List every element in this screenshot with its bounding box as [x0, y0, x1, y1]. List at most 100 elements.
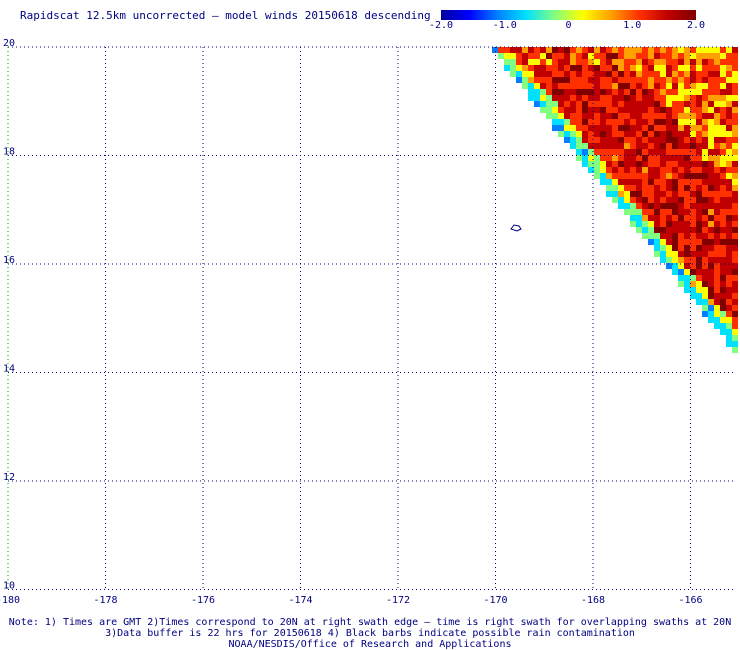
wind-cell: [690, 281, 696, 287]
wind-cell: [720, 125, 726, 131]
wind-cell: [672, 215, 678, 221]
color-bar-label: 1.0: [623, 20, 642, 31]
wind-cell: [732, 155, 738, 161]
wind-cell: [666, 83, 672, 89]
wind-cell: [618, 125, 624, 131]
wind-cell: [588, 101, 594, 107]
wind-cell: [696, 239, 702, 245]
wind-cell: [732, 299, 738, 305]
wind-cell: [606, 59, 612, 65]
wind-cell: [714, 77, 720, 83]
wind-cell: [594, 119, 600, 125]
wind-cell: [654, 77, 660, 83]
wind-cell: [624, 185, 630, 191]
wind-cell: [582, 107, 588, 113]
wind-cell: [672, 101, 678, 107]
wind-cell: [666, 251, 672, 257]
wind-cell: [726, 47, 732, 53]
latitude-label: 18: [3, 147, 15, 158]
wind-cell: [642, 143, 648, 149]
wind-cell: [732, 95, 738, 101]
wind-cell: [606, 179, 612, 185]
wind-cell: [702, 203, 708, 209]
wind-cell: [714, 221, 720, 227]
wind-cell: [606, 143, 612, 149]
wind-cell: [540, 107, 546, 113]
wind-cell: [594, 143, 600, 149]
wind-cell: [588, 77, 594, 83]
wind-cell: [708, 95, 714, 101]
wind-cell: [732, 89, 738, 95]
wind-cell: [690, 137, 696, 143]
wind-cell: [642, 53, 648, 59]
wind-cell: [558, 119, 564, 125]
wind-cell: [618, 155, 624, 161]
wind-cell: [576, 125, 582, 131]
wind-cell: [690, 179, 696, 185]
wind-cell: [660, 77, 666, 83]
wind-cell: [654, 107, 660, 113]
wind-cell: [708, 227, 714, 233]
wind-cell: [540, 95, 546, 101]
wind-cell: [732, 347, 738, 353]
wind-cell: [690, 107, 696, 113]
wind-cell: [726, 335, 732, 341]
wind-cell: [708, 83, 714, 89]
wind-cell: [666, 197, 672, 203]
wind-cell: [684, 47, 690, 53]
wind-cell: [732, 245, 738, 251]
wind-cell: [720, 257, 726, 263]
wind-cell: [594, 83, 600, 89]
wind-cell: [678, 83, 684, 89]
wind-cell: [648, 101, 654, 107]
wind-cell: [732, 53, 738, 59]
wind-cell: [648, 215, 654, 221]
wind-cell: [702, 287, 708, 293]
wind-cell: [708, 143, 714, 149]
wind-cell: [702, 161, 708, 167]
wind-cell: [606, 125, 612, 131]
wind-cell: [672, 137, 678, 143]
wind-cell: [570, 95, 576, 101]
wind-cell: [726, 293, 732, 299]
wind-cell: [714, 245, 720, 251]
wind-cell: [678, 173, 684, 179]
wind-cell: [690, 77, 696, 83]
wind-cell: [732, 101, 738, 107]
wind-cell: [636, 215, 642, 221]
wind-cell: [642, 59, 648, 65]
wind-cell: [666, 71, 672, 77]
wind-cell: [666, 257, 672, 263]
wind-cell: [570, 131, 576, 137]
wind-cell: [732, 143, 738, 149]
wind-cell: [714, 89, 720, 95]
wind-cell: [732, 161, 738, 167]
wind-cell: [702, 257, 708, 263]
wind-cell: [642, 191, 648, 197]
wind-cell: [588, 125, 594, 131]
wind-cell: [666, 113, 672, 119]
wind-cell: [612, 95, 618, 101]
wind-cell: [678, 245, 684, 251]
wind-cell: [708, 137, 714, 143]
wind-cell: [690, 191, 696, 197]
wind-cell: [558, 83, 564, 89]
wind-cell: [708, 293, 714, 299]
wind-cell: [714, 65, 720, 71]
wind-cell: [606, 113, 612, 119]
wind-cell: [666, 47, 672, 53]
wind-cell: [522, 77, 528, 83]
wind-cell: [654, 185, 660, 191]
wind-cell: [600, 77, 606, 83]
wind-cell: [720, 179, 726, 185]
wind-cell: [582, 119, 588, 125]
wind-cell: [696, 173, 702, 179]
wind-cell: [666, 149, 672, 155]
wind-cell: [708, 269, 714, 275]
wind-cell: [660, 245, 666, 251]
wind-cell: [726, 275, 732, 281]
wind-cell: [606, 101, 612, 107]
wind-cell: [708, 89, 714, 95]
wind-cell: [708, 263, 714, 269]
wind-cell: [576, 131, 582, 137]
